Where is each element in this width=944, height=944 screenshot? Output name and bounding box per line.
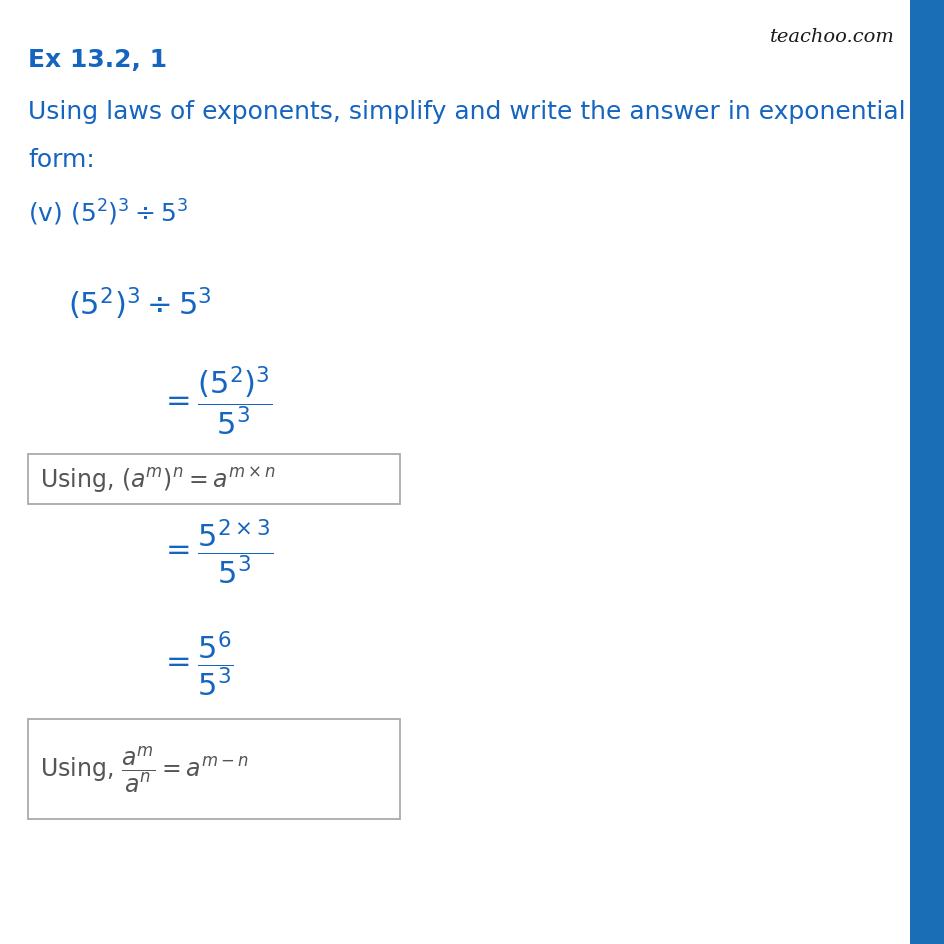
Bar: [28, 454, 399, 504]
Bar: [28, 719, 399, 819]
Text: Using, $(a^m)^n = a^{m \times n}$: Using, $(a^m)^n = a^{m \times n}$: [40, 464, 276, 495]
Text: $= \dfrac{5^6}{5^3}$: $= \dfrac{5^6}{5^3}$: [160, 630, 233, 699]
Text: $= \dfrac{5^{2 \times 3}}{5^3}$: $= \dfrac{5^{2 \times 3}}{5^3}$: [160, 517, 273, 587]
Text: (v) $(5^2)^3 \div 5^3$: (v) $(5^2)^3 \div 5^3$: [28, 198, 188, 228]
Text: Ex 13.2, 1: Ex 13.2, 1: [28, 48, 167, 72]
Text: Using laws of exponents, simplify and write the answer in exponential: Using laws of exponents, simplify and wr…: [28, 100, 904, 124]
Bar: [909, 0, 944, 944]
Text: teachoo.com: teachoo.com: [769, 28, 894, 46]
Text: $= \dfrac{(5^2)^3}{5^3}$: $= \dfrac{(5^2)^3}{5^3}$: [160, 364, 272, 438]
Text: $(5^2)^3 \div 5^3$: $(5^2)^3 \div 5^3$: [68, 285, 211, 321]
Text: form:: form:: [28, 148, 94, 172]
Text: Using, $\dfrac{a^m}{a^n} = a^{m-n}$: Using, $\dfrac{a^m}{a^n} = a^{m-n}$: [40, 744, 248, 795]
